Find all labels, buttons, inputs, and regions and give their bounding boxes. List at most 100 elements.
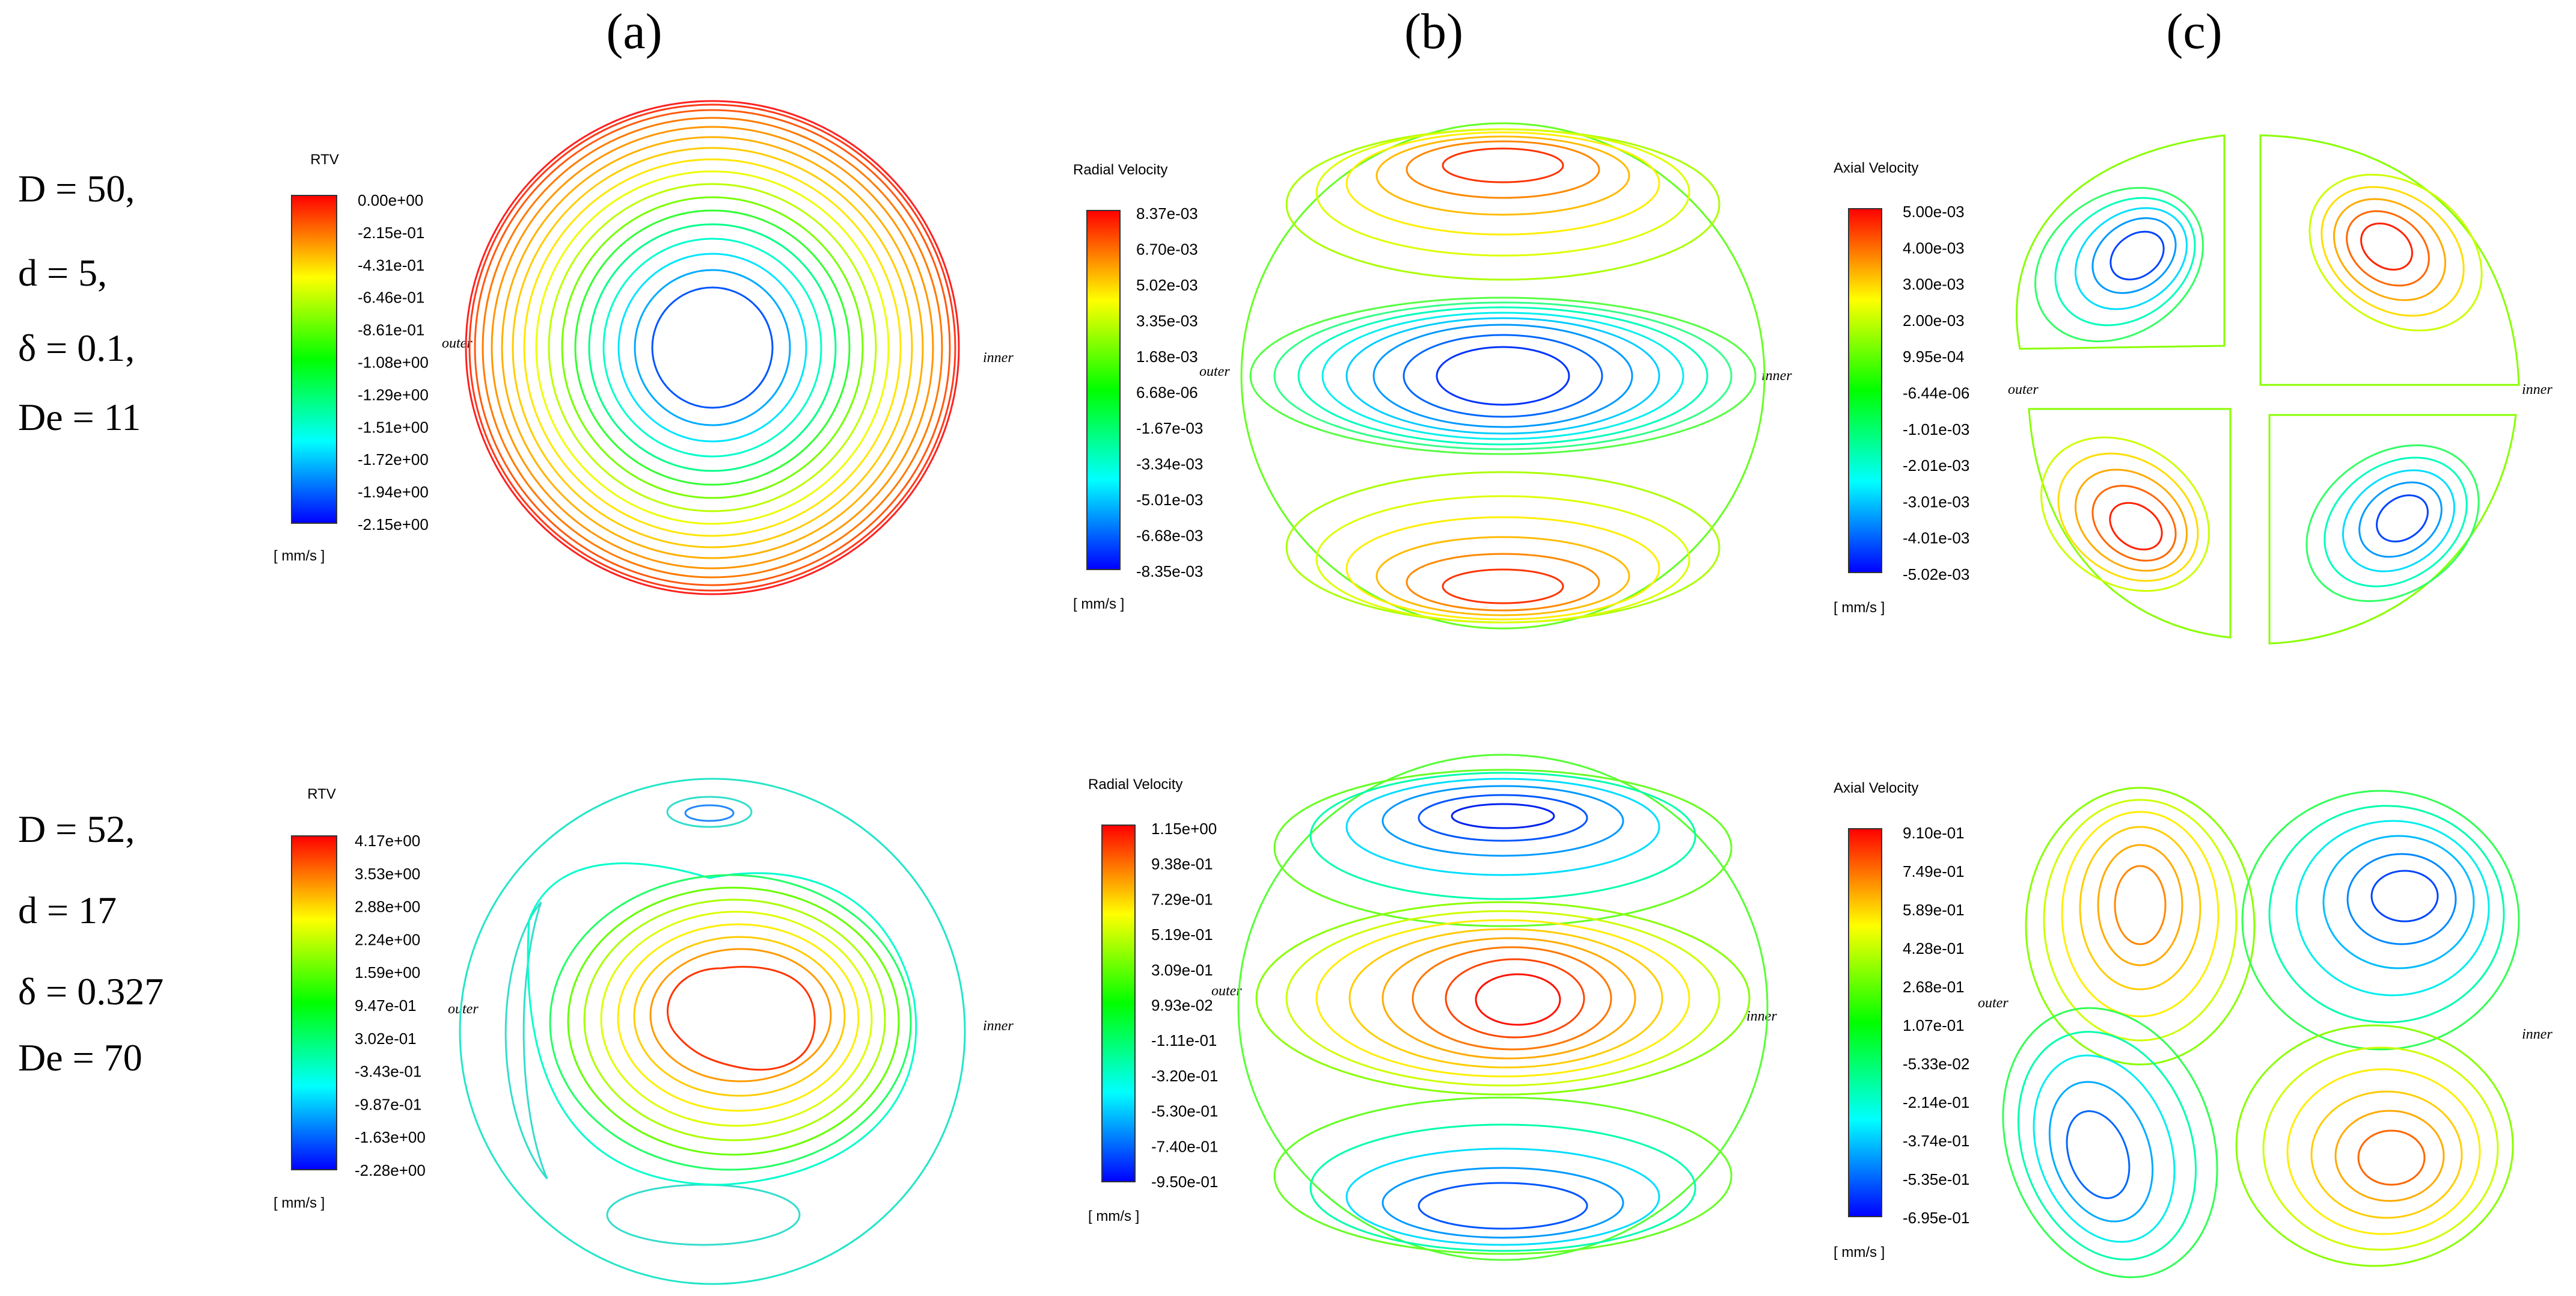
param-row1-De: De = 70: [18, 1036, 142, 1079]
param-row1-delta: δ = 0.327: [18, 970, 164, 1013]
contour-line: [2114, 865, 2167, 945]
contour-line: [1436, 346, 1570, 406]
colorbar-tick-label: 1.15e+00: [1151, 820, 1217, 838]
colorbar-tick-label: -1.08e+00: [358, 354, 429, 372]
contour-line: [2295, 820, 2490, 997]
contour-line: [2286, 1068, 2481, 1235]
contour-line: [1285, 128, 1721, 281]
contour-line: [634, 269, 791, 426]
colorbar: [1848, 208, 1882, 573]
contour-line: [1273, 301, 1733, 450]
colorbar-tick-label: -5.02e-03: [1903, 565, 1969, 583]
contour-line: [2324, 456, 2468, 588]
colorbar-tick-label: -6.46e-01: [358, 289, 424, 307]
param-row1-d: d = 17: [18, 889, 117, 932]
panel-row0-a: RTV 0.00e+00 -2.15e-01 -4.31e-01 -6.46e-01 -…: [274, 100, 1014, 595]
outer-label: outer: [1211, 983, 1242, 999]
contour-line: [2346, 210, 2430, 287]
colorbar-tick-label: 3.00e-03: [1903, 275, 1965, 293]
colorbar-tick-label: 2.88e+00: [355, 898, 420, 916]
param-row0-D: D = 50,: [18, 167, 135, 210]
contour-line: [2048, 1081, 2154, 1223]
colorbar-unit: [ mm/s ]: [1834, 600, 1885, 616]
colorbar-tick-label: -3.74e-01: [1903, 1132, 1969, 1150]
contour-line: [491, 126, 934, 570]
contour-line: [617, 923, 860, 1112]
contour-line: [1381, 785, 1624, 857]
colorbar-tick-label: 9.38e-01: [1151, 855, 1213, 873]
contour-line: [2034, 186, 2204, 343]
contour-set: [465, 100, 960, 595]
colorbar-title: Axial Velocity: [1834, 780, 1918, 796]
colorbar-tick-label: -6.44e-06: [1903, 384, 1969, 402]
contour-line: [2321, 186, 2465, 317]
contour-line: [1345, 317, 1660, 435]
contour-line: [465, 100, 960, 595]
contour-line: [2066, 1110, 2131, 1199]
contour-line: [1451, 803, 1555, 829]
contour-line: [459, 778, 966, 1285]
contour-line: [1348, 928, 1663, 1069]
contour-line: [2028, 408, 2232, 639]
colorbar-tick-label: -7.40e-01: [1151, 1137, 1218, 1155]
inner-label: inner: [983, 350, 1014, 366]
colorbar: [291, 195, 337, 524]
contour-line: [1381, 1167, 1624, 1239]
colorbar-tick-label: -4.01e-03: [1903, 529, 1969, 547]
colorbar-tick-label: 9.10e-01: [1903, 824, 1965, 842]
colorbar-title: RTV: [307, 786, 336, 802]
inner-label: inner: [1746, 1009, 1777, 1024]
contour-line: [1375, 135, 1630, 216]
contour-line: [2091, 485, 2177, 562]
colorbar: [1848, 828, 1882, 1217]
contour-line: [567, 886, 900, 1156]
colorbar: [1101, 825, 1136, 1182]
contour-line: [602, 238, 822, 458]
outer-label: outer: [448, 1001, 479, 1017]
contour-line: [2376, 494, 2429, 542]
colorbar-tick-label: -1.63e+00: [355, 1128, 426, 1146]
contour-line: [1249, 296, 1757, 455]
contour-line: [1273, 769, 1733, 927]
contour-line: [1240, 122, 1766, 630]
colorbar-tick-label: 2.68e-01: [1903, 978, 1965, 996]
contour-line: [1321, 312, 1684, 440]
contour-line: [1403, 334, 1603, 418]
contour-set: [1240, 122, 1766, 630]
colorbar-tick-label: 1.59e+00: [355, 963, 420, 981]
colorbar-unit: [ mm/s ]: [274, 548, 325, 564]
contour-line: [2074, 207, 2188, 310]
inner-label: inner: [983, 1018, 1014, 1034]
colorbar-tick-label: -3.01e-03: [1903, 493, 1969, 511]
contour-line: [606, 1184, 801, 1246]
colorbar-title: RTV: [310, 152, 339, 168]
colorbar-tick-label: 7.49e-01: [1903, 862, 1965, 880]
colorbar-unit: [ mm/s ]: [1073, 596, 1124, 612]
contour-line: [1418, 1182, 1588, 1230]
colorbar-tick-label: -6.68e-03: [1136, 527, 1203, 545]
colorbar-tick-label: -4.31e-01: [358, 256, 424, 274]
contour-line: [1315, 919, 1690, 1078]
contour-line: [535, 170, 890, 525]
panel-row1-b: Radial Velocity 1.15e+00 9.38e-01 7.29e-01…: [1088, 754, 1777, 1261]
colorbar-tick-label: 1.68e-03: [1136, 348, 1198, 366]
colorbar-tick-label: 9.93e-02: [1151, 997, 1213, 1015]
param-row0-d: d = 5,: [18, 251, 107, 294]
contour-set: [1237, 754, 1769, 1261]
contour-line: [1442, 568, 1564, 604]
contour-line: [574, 209, 851, 486]
contour-line: [2357, 1129, 2426, 1186]
param-row0-De: De = 11: [18, 396, 141, 438]
contour-line: [2235, 1024, 2514, 1267]
contour-line: [1345, 1147, 1660, 1246]
contour-line: [561, 196, 864, 499]
colorbar-tick-label: 3.35e-03: [1136, 312, 1198, 330]
contour-line: [1381, 937, 1636, 1060]
contour-line: [2305, 444, 2480, 603]
colorbar-tick-label: -1.51e+00: [358, 418, 429, 436]
contour-line: [1442, 147, 1564, 183]
contour-line: [2079, 826, 2201, 990]
param-row1-D: D = 52,: [18, 808, 135, 850]
colorbar: [1086, 210, 1121, 570]
